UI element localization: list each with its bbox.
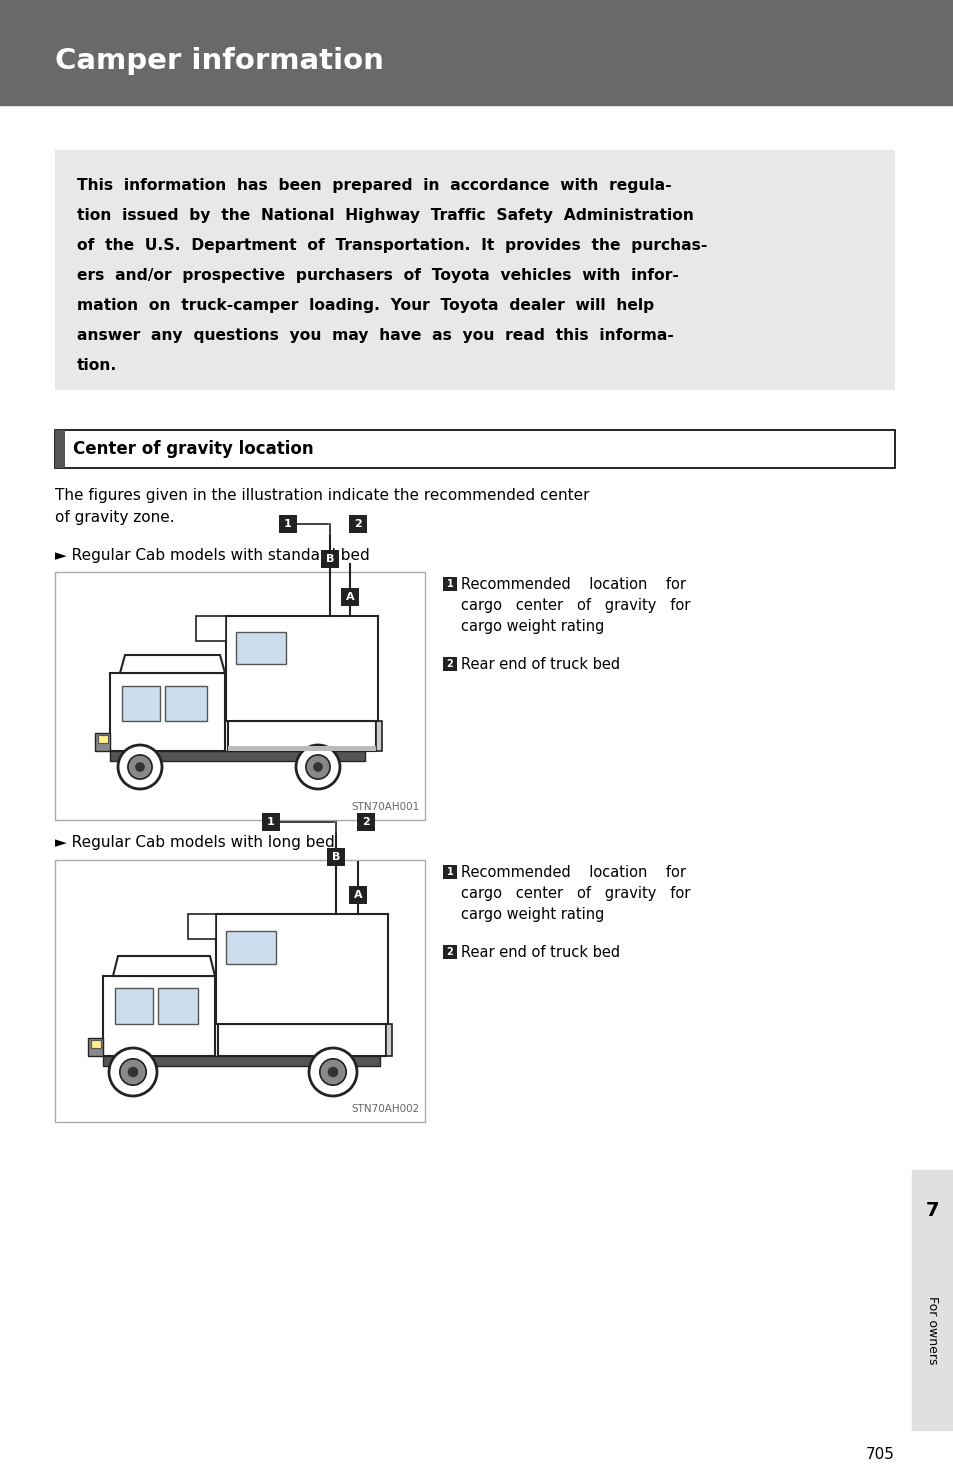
- Circle shape: [306, 755, 330, 779]
- Text: 7: 7: [925, 1201, 939, 1220]
- Text: A: A: [345, 591, 354, 602]
- Text: 2: 2: [362, 817, 370, 827]
- Text: Camper information: Camper information: [55, 47, 383, 75]
- Bar: [165, 686, 207, 721]
- Bar: [356, 813, 375, 830]
- Bar: [442, 864, 456, 879]
- Bar: [218, 1024, 386, 1056]
- Text: ► Regular Cab models with standard bed: ► Regular Cab models with standard bed: [55, 549, 370, 563]
- Text: 2: 2: [446, 947, 453, 957]
- Bar: [55, 150, 894, 389]
- Text: tion  issued  by  the  National  Highway  Traffic  Safety  Administration: tion issued by the National Highway Traf…: [77, 208, 693, 223]
- Text: B: B: [326, 555, 334, 563]
- Text: ers  and/or  prospective  purchasers  of  Toyota  vehicles  with  infor-: ers and/or prospective purchasers of Toy…: [77, 268, 679, 283]
- Bar: [95, 733, 110, 751]
- Circle shape: [109, 1049, 157, 1096]
- Bar: [55, 572, 424, 820]
- Circle shape: [309, 1049, 356, 1096]
- Bar: [158, 988, 198, 1024]
- Bar: [55, 431, 894, 468]
- Text: This  information  has  been  prepared  in  accordance  with  regula-: This information has been prepared in ac…: [77, 178, 671, 193]
- Bar: [228, 746, 375, 751]
- Bar: [110, 751, 365, 761]
- Circle shape: [313, 763, 322, 771]
- Bar: [110, 673, 225, 751]
- Circle shape: [319, 1059, 346, 1086]
- Text: Recommended    location    for
cargo   center   of   gravity   for
cargo weight : Recommended location for cargo center of…: [460, 864, 690, 922]
- Bar: [911, 1170, 953, 1429]
- Text: STN70AH002: STN70AH002: [352, 1103, 419, 1114]
- Text: 1: 1: [284, 519, 292, 530]
- Bar: [442, 945, 456, 959]
- Bar: [88, 1038, 103, 1056]
- Bar: [55, 431, 65, 468]
- Bar: [320, 550, 338, 568]
- Bar: [195, 617, 226, 642]
- Bar: [442, 577, 456, 591]
- Polygon shape: [112, 956, 214, 976]
- Text: ► Regular Cab models with long bed: ► Regular Cab models with long bed: [55, 835, 335, 850]
- Text: tion.: tion.: [77, 358, 117, 373]
- Text: of gravity zone.: of gravity zone.: [55, 510, 174, 525]
- Bar: [349, 515, 367, 532]
- Circle shape: [135, 763, 145, 771]
- Bar: [262, 813, 280, 830]
- Text: of  the  U.S.  Department  of  Transportation.  It  provides  the  purchas-: of the U.S. Department of Transportation…: [77, 237, 706, 254]
- Text: 705: 705: [865, 1447, 894, 1462]
- Text: The figures given in the illustration indicate the recommended center: The figures given in the illustration in…: [55, 488, 589, 503]
- Bar: [188, 914, 215, 940]
- Circle shape: [128, 755, 152, 779]
- Text: Center of gravity location: Center of gravity location: [73, 440, 314, 459]
- Bar: [122, 686, 160, 721]
- Bar: [226, 931, 275, 965]
- Text: answer  any  questions  you  may  have  as  you  read  this  informa-: answer any questions you may have as you…: [77, 327, 673, 344]
- Bar: [375, 721, 381, 751]
- Text: B: B: [332, 853, 340, 861]
- Bar: [228, 721, 375, 751]
- Text: A: A: [354, 889, 362, 900]
- Bar: [278, 515, 296, 532]
- Circle shape: [120, 1059, 146, 1086]
- Text: 2: 2: [446, 659, 453, 670]
- Bar: [215, 914, 388, 1024]
- Text: Recommended    location    for
cargo   center   of   gravity   for
cargo weight : Recommended location for cargo center of…: [460, 577, 690, 634]
- Bar: [349, 886, 367, 904]
- Bar: [115, 988, 152, 1024]
- Bar: [235, 631, 286, 664]
- Bar: [103, 1056, 379, 1066]
- Bar: [91, 1040, 101, 1049]
- Polygon shape: [120, 655, 225, 673]
- Text: 1: 1: [267, 817, 274, 827]
- Bar: [340, 589, 358, 606]
- Text: 1: 1: [446, 867, 453, 878]
- Circle shape: [328, 1066, 338, 1077]
- Bar: [442, 656, 456, 671]
- Bar: [55, 860, 424, 1122]
- Bar: [98, 735, 108, 743]
- Bar: [327, 848, 345, 866]
- Bar: [103, 976, 214, 1056]
- Circle shape: [128, 1066, 138, 1077]
- Bar: [386, 1024, 392, 1056]
- Text: 1: 1: [446, 580, 453, 589]
- Bar: [0, 0, 953, 105]
- Text: For owners: For owners: [925, 1295, 939, 1364]
- Text: Rear end of truck bed: Rear end of truck bed: [460, 945, 619, 960]
- Text: 2: 2: [354, 519, 361, 530]
- Circle shape: [118, 745, 162, 789]
- Text: STN70AH001: STN70AH001: [352, 802, 419, 813]
- Circle shape: [295, 745, 339, 789]
- Text: Rear end of truck bed: Rear end of truck bed: [460, 656, 619, 673]
- Text: mation  on  truck-camper  loading.  Your  Toyota  dealer  will  help: mation on truck-camper loading. Your Toy…: [77, 298, 654, 313]
- Bar: [226, 617, 377, 721]
